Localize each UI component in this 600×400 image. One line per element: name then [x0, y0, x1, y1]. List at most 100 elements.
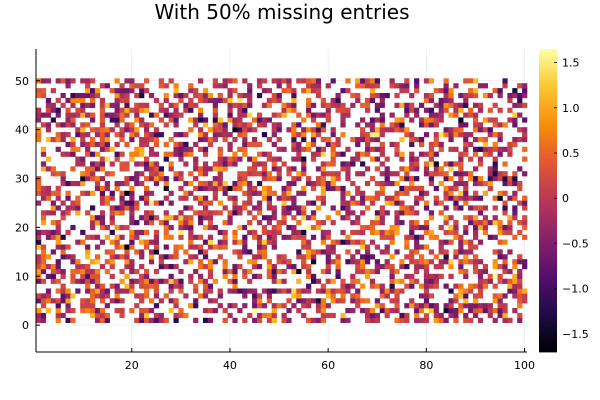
heatmap-cell	[104, 268, 110, 275]
heatmap-cell	[345, 107, 351, 113]
heatmap-cell	[433, 312, 439, 319]
heatmap-cell	[360, 244, 366, 250]
heatmap-cell	[517, 293, 523, 299]
heatmap-cell	[256, 205, 263, 211]
heatmap-cell	[80, 264, 86, 270]
colorbar-segment	[539, 104, 557, 108]
heatmap-cell	[472, 205, 479, 211]
heatmap-cell	[75, 161, 81, 167]
heatmap-cell	[104, 156, 110, 162]
heatmap-cell	[389, 127, 395, 133]
heatmap-cell	[345, 112, 351, 118]
heatmap-cell	[482, 220, 489, 226]
heatmap-cell	[433, 88, 439, 94]
heatmap-cell	[60, 312, 66, 319]
heatmap-cell	[423, 107, 430, 113]
heatmap-cell	[394, 146, 400, 152]
heatmap-cell	[472, 92, 479, 99]
heatmap-cell	[340, 229, 346, 236]
heatmap-cell	[482, 229, 489, 236]
heatmap-cell	[119, 244, 125, 250]
heatmap-cell	[507, 92, 513, 99]
heatmap-cell	[325, 229, 331, 236]
heatmap-cell	[301, 127, 307, 133]
heatmap-cell	[50, 273, 56, 279]
heatmap-cell	[266, 117, 272, 123]
heatmap-cell	[477, 239, 484, 245]
heatmap-cell	[50, 200, 56, 206]
heatmap-cell	[237, 127, 243, 133]
heatmap-cell	[374, 244, 380, 250]
heatmap-cell	[261, 102, 268, 108]
heatmap-cell	[153, 127, 160, 133]
heatmap-cell	[306, 102, 312, 108]
heatmap-cell	[188, 171, 194, 177]
heatmap-cell	[173, 171, 179, 177]
heatmap-cell	[399, 185, 405, 192]
colorbar-segment	[539, 112, 557, 116]
heatmap-cell	[60, 273, 66, 279]
heatmap-cell	[374, 259, 380, 265]
heatmap-cell	[320, 122, 326, 128]
heatmap-cell	[310, 278, 317, 284]
heatmap-cell	[90, 215, 96, 221]
heatmap-cell	[144, 122, 150, 128]
heatmap-cell	[178, 312, 184, 319]
heatmap-cell	[399, 136, 405, 143]
heatmap-cell	[281, 259, 287, 265]
heatmap-cell	[463, 215, 469, 221]
heatmap-cell	[163, 195, 169, 201]
heatmap-cell	[45, 210, 52, 216]
heatmap-cell	[428, 259, 435, 265]
heatmap-cell	[448, 132, 454, 138]
heatmap-cell	[237, 132, 243, 138]
heatmap-cell	[148, 112, 155, 118]
heatmap-cell	[350, 200, 356, 206]
heatmap-cell	[414, 88, 420, 94]
heatmap-cell	[320, 317, 326, 323]
heatmap-cell	[507, 141, 513, 148]
heatmap-cell	[477, 180, 484, 187]
heatmap-cell	[60, 244, 66, 250]
heatmap-cell	[394, 293, 400, 299]
colorbar-segment	[539, 109, 557, 113]
heatmap-cell	[202, 151, 209, 157]
heatmap-cell	[227, 312, 233, 319]
heatmap-cell	[340, 200, 346, 206]
heatmap-cell	[364, 312, 371, 319]
heatmap-cell	[472, 127, 479, 133]
colorbar-segment	[539, 273, 557, 277]
heatmap-cell	[183, 146, 189, 152]
heatmap-cell	[355, 78, 361, 84]
heatmap-cell	[364, 141, 371, 148]
heatmap-cell	[50, 190, 56, 196]
heatmap-cell	[517, 254, 523, 260]
heatmap-cell	[507, 215, 513, 221]
heatmap-cell	[247, 83, 253, 89]
heatmap-cell	[492, 220, 498, 226]
heatmap-cell	[492, 161, 498, 167]
heatmap-cell	[217, 156, 223, 162]
colorbar-segment	[539, 344, 557, 348]
heatmap-cell	[261, 254, 268, 260]
heatmap-cell	[65, 288, 71, 294]
heatmap-cell	[124, 264, 130, 270]
heatmap-cell	[355, 190, 361, 196]
heatmap-cell	[80, 229, 86, 236]
heatmap-cell	[340, 317, 346, 323]
heatmap-cell	[134, 112, 140, 118]
heatmap-cell	[301, 190, 307, 196]
heatmap-cell	[433, 117, 439, 123]
heatmap-cell	[168, 78, 174, 84]
heatmap-cell	[482, 303, 489, 309]
heatmap-cell	[310, 215, 317, 221]
heatmap-cell	[487, 220, 493, 226]
heatmap-cell	[109, 205, 115, 211]
heatmap-cell	[320, 102, 326, 108]
heatmap-cell	[409, 161, 415, 167]
heatmap-cell	[482, 224, 489, 231]
heatmap-cell	[153, 176, 160, 182]
heatmap-cell	[153, 249, 160, 255]
heatmap-cell	[207, 288, 214, 294]
heatmap-cell	[517, 83, 523, 89]
